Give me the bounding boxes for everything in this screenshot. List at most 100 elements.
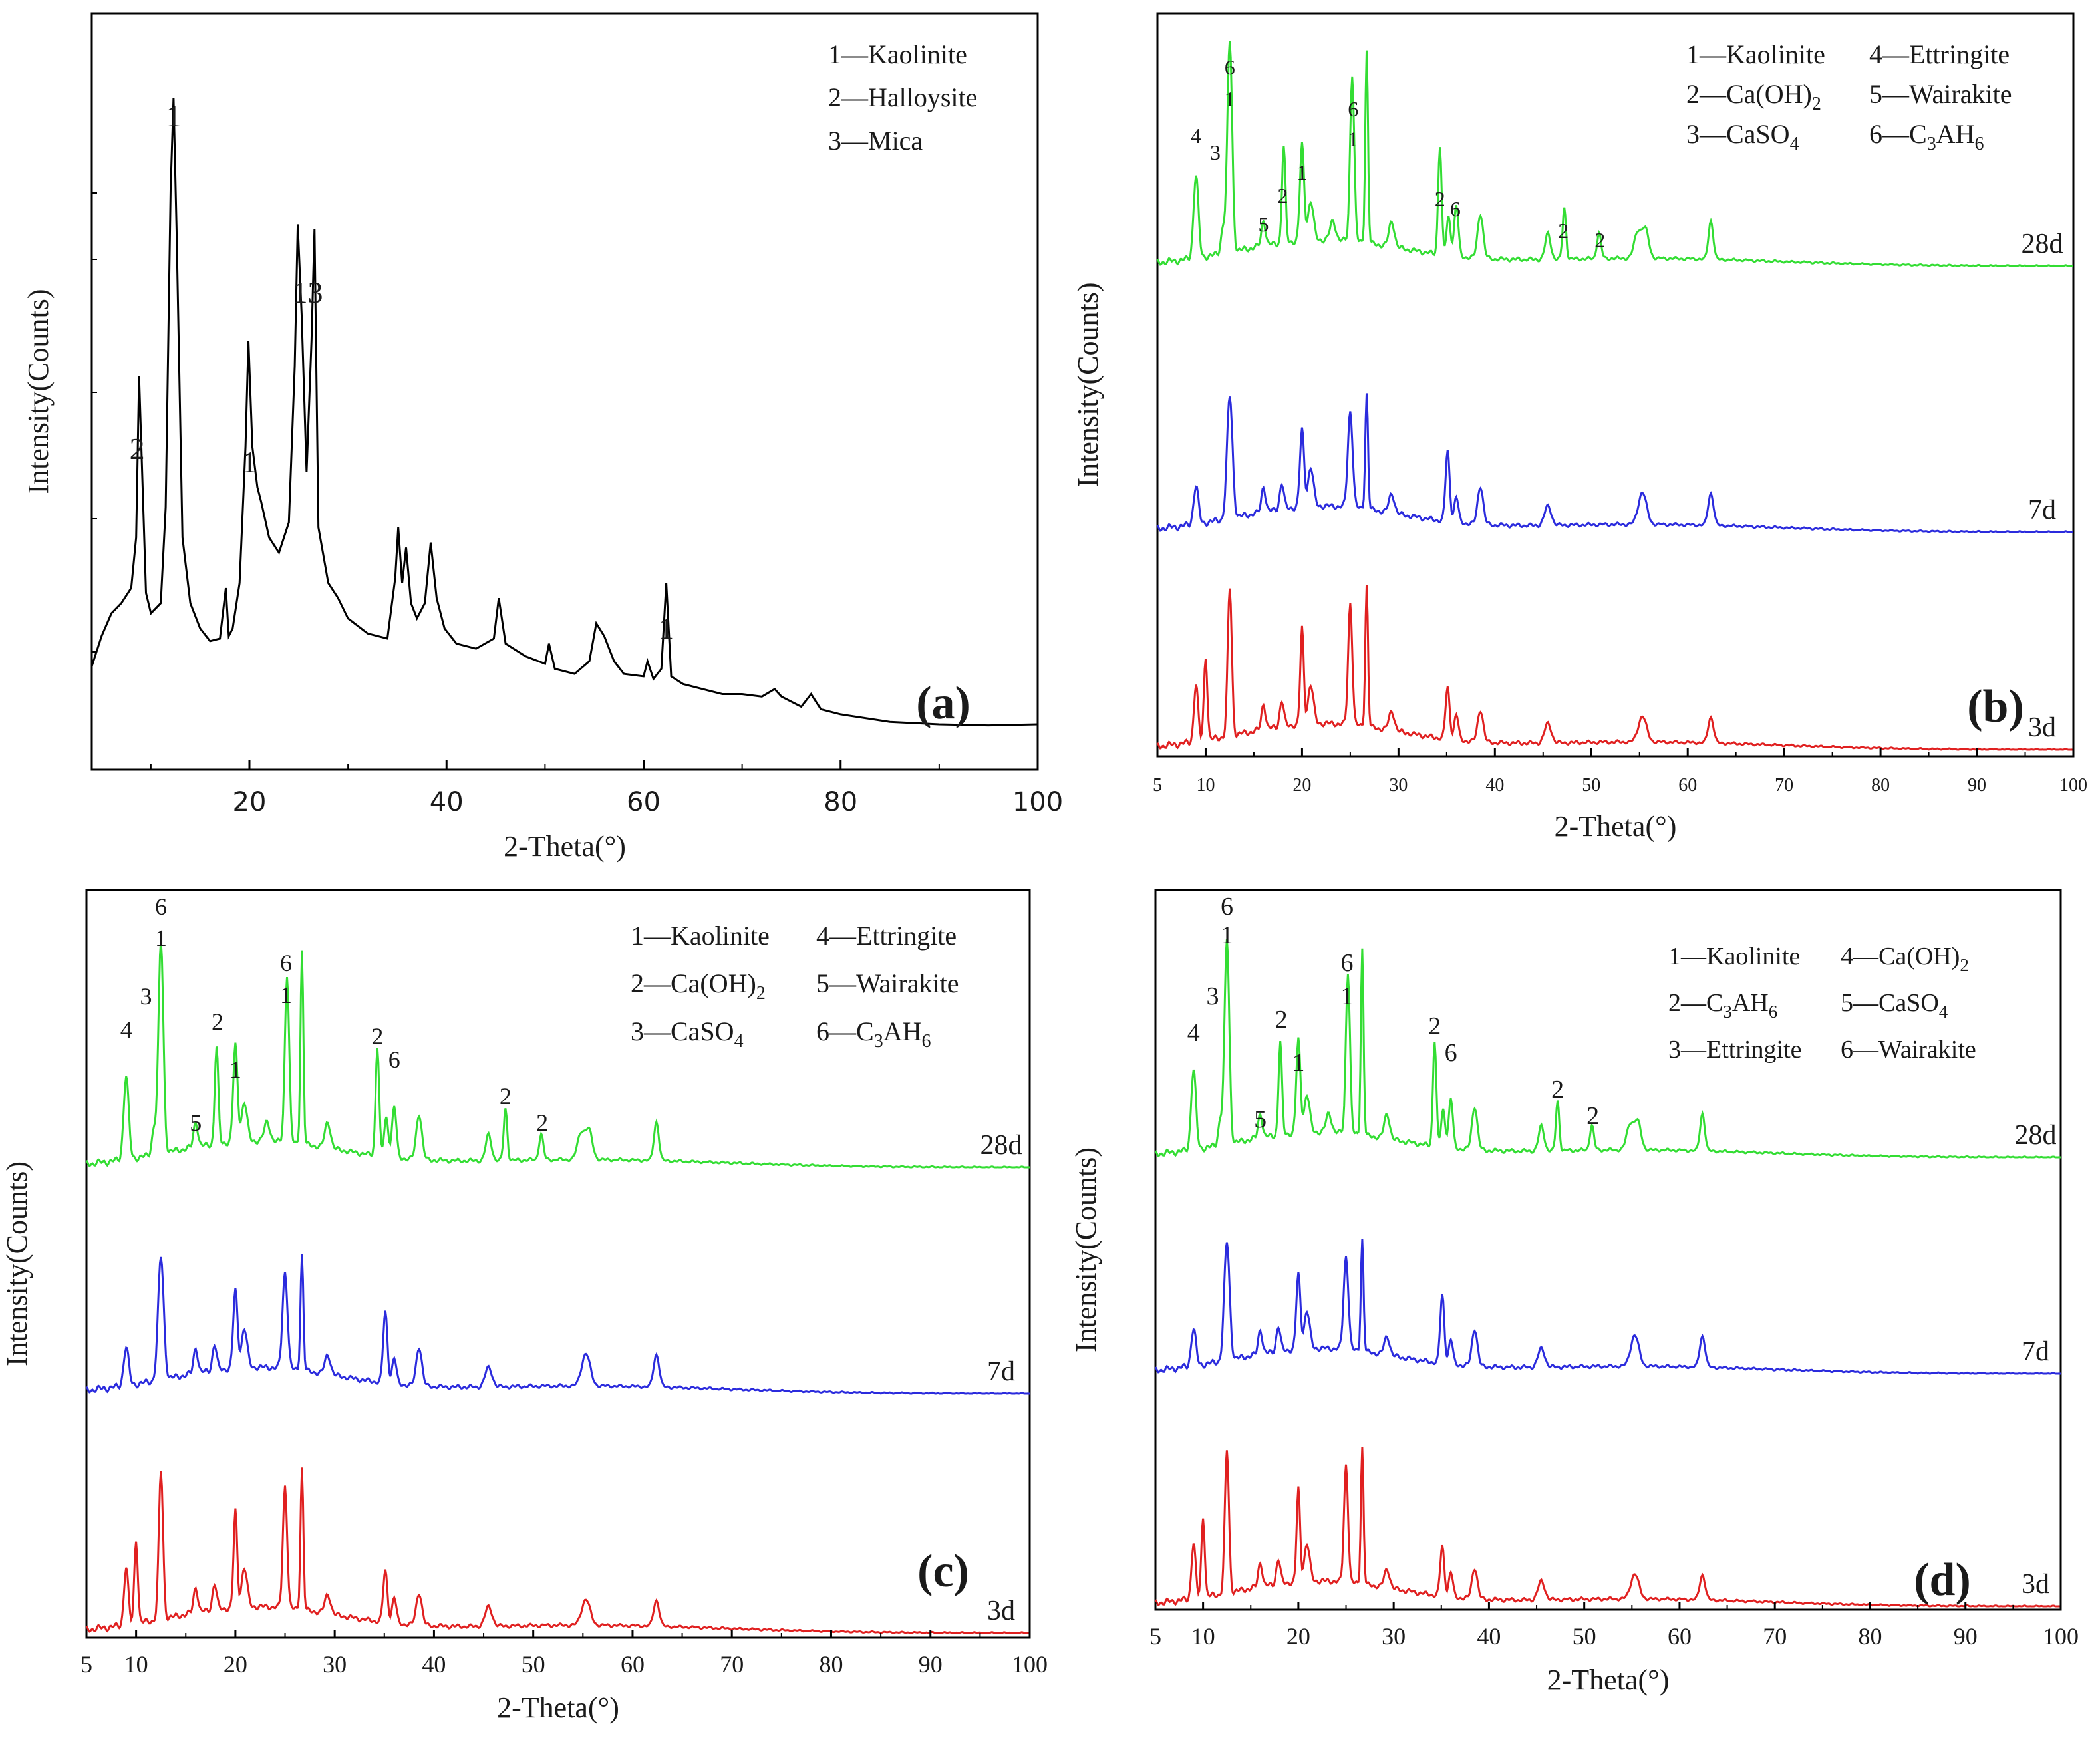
- x-tick-label-b: 80: [1871, 775, 1890, 796]
- x-tick-label-c: 20: [224, 1651, 247, 1678]
- peak-label-b: 6: [1348, 97, 1358, 121]
- x-tick-label-c: 30: [323, 1651, 347, 1678]
- peak-label-b: 6: [1450, 197, 1461, 221]
- peak-label-d: 2: [1586, 1102, 1599, 1130]
- x-tick-label-b: 100: [2059, 775, 2087, 796]
- peak-label-a: 1: [659, 611, 674, 645]
- series-label-28d: 28d: [2015, 1120, 2057, 1151]
- legend-item-a: 1—Kaolinite: [828, 39, 967, 69]
- legend-item-c: 4—Ettringite: [816, 921, 957, 951]
- series-line-28d: [1154, 939, 2061, 1159]
- legend-item-c: 5—Wairakite: [816, 968, 959, 998]
- series-line-7d: [1156, 393, 2073, 533]
- x-tick-label-c: 50: [522, 1651, 545, 1678]
- peak-label-c: 2: [212, 1008, 224, 1035]
- series-line-a: [90, 98, 1038, 727]
- x-tick-label-d: 40: [1477, 1623, 1501, 1650]
- x-tick-label-b: 70: [1775, 775, 1793, 796]
- series-line-3d: [1154, 1447, 2061, 1608]
- legend-item-b: 4—Ettringite: [1869, 39, 2010, 69]
- peak-label-b: 1: [1348, 127, 1358, 151]
- series-line-7d: [85, 1254, 1030, 1395]
- x-tick-label-d: 70: [1763, 1623, 1787, 1650]
- peak-label-d: 6: [1221, 893, 1233, 921]
- x-tick-label-c: 10: [124, 1651, 148, 1678]
- legend-item-b: 6—C3AH6: [1869, 119, 1984, 154]
- x-tick-label-c: 80: [819, 1651, 843, 1678]
- y-axis-label-b: Intensity(Counts): [1072, 283, 1104, 488]
- x-tick-label-b: 50: [1582, 775, 1600, 796]
- series-line-28d: [1156, 41, 2073, 267]
- x-tick-label-d: 100: [2043, 1623, 2079, 1650]
- x-tick-label-c: 60: [621, 1651, 645, 1678]
- x-tick-label-b: 90: [1968, 775, 1986, 796]
- series-label-7d: 7d: [2028, 495, 2056, 525]
- series-line-7d: [1154, 1239, 2061, 1375]
- x-tick-label-b: 10: [1196, 775, 1215, 796]
- panel-b: 28d 7d 3d 5 10 20 30 40 50 60 70 80 90 100 2-Theta(°) I…: [1072, 12, 2087, 843]
- x-tick-label-b: 30: [1389, 775, 1408, 796]
- x-tick-label-b: 5: [1153, 775, 1162, 796]
- series-label-3d: 3d: [2022, 1569, 2049, 1600]
- x-tick-label-d: 20: [1286, 1623, 1310, 1650]
- peak-label-d: 1: [1292, 1049, 1304, 1077]
- x-tick-label-d: 90: [1954, 1623, 1978, 1650]
- legend-item-d: 3—Ettringite: [1668, 1036, 1802, 1064]
- legend-item-d: 2—C3AH6: [1668, 989, 1777, 1022]
- x-tick-label-c: 100: [1012, 1651, 1048, 1678]
- x-axis-label-b: 2-Theta(°): [1555, 810, 1677, 843]
- x-tick-label-a: 20: [233, 787, 267, 817]
- peak-label-c: 5: [190, 1109, 202, 1136]
- x-tick-label-c: 40: [422, 1651, 446, 1678]
- peak-label-b: 2: [1277, 184, 1288, 208]
- peak-label-c: 2: [536, 1109, 548, 1136]
- x-tick-label-a: 40: [430, 787, 464, 817]
- legend-item-b: 1—Kaolinite: [1686, 39, 1825, 69]
- peak-label-c: 6: [388, 1046, 400, 1073]
- peak-label-d: 1: [1340, 982, 1353, 1010]
- legend-item-d: 4—Ca(OH)2: [1841, 943, 1969, 975]
- peak-label-b: 2: [1435, 187, 1445, 211]
- peak-label-b: 6: [1225, 55, 1235, 79]
- peak-label-a: 1: [242, 445, 257, 479]
- series-line-28d: [85, 940, 1030, 1169]
- panel-a: 20 40 60 80 100 2-Theta(°) Intensity(Counts) 2 1…: [22, 12, 1063, 863]
- series-label-7d: 7d: [2022, 1336, 2049, 1367]
- peak-label-b: 5: [1258, 212, 1269, 236]
- x-tick-label-b: 40: [1485, 775, 1504, 796]
- panel-c: 28d 7d 3d 5 10 20 30 40 50 60 70 80 90 100 2-Theta(°) I…: [1, 889, 1048, 1724]
- x-axis-label-a: 2-Theta(°): [504, 830, 626, 863]
- x-tick-label-d: 60: [1668, 1623, 1692, 1650]
- peak-label-d: 1: [1221, 921, 1233, 949]
- axes-frame-a: [90, 12, 1039, 771]
- y-axis-label-c: Intensity(Counts): [1, 1161, 33, 1366]
- x-tick-label-a: 80: [824, 787, 857, 817]
- peak-label-a: 1: [166, 99, 181, 133]
- peak-label-d: 2: [1428, 1012, 1441, 1040]
- peak-label-b: 2: [1594, 228, 1605, 252]
- x-tick-label-d: 50: [1573, 1623, 1596, 1650]
- series-label-28d: 28d: [980, 1130, 1022, 1161]
- x-tick-label-a: 100: [1012, 787, 1063, 817]
- legend-item-b: 2—Ca(OH)2: [1686, 79, 1821, 114]
- x-tick-label-b: 60: [1678, 775, 1697, 796]
- x-tick-label-d: 30: [1382, 1623, 1406, 1650]
- peak-label-c: 1: [229, 1056, 241, 1083]
- x-tick-label-c: 5: [80, 1651, 92, 1678]
- panel-label-a: (a): [916, 678, 971, 729]
- peak-label-a: 13: [293, 275, 323, 309]
- legend-item-a: 3—Mica: [828, 126, 923, 156]
- peak-label-b: 2: [1558, 219, 1569, 243]
- series-label-7d: 7d: [987, 1356, 1015, 1387]
- x-tick-label-b: 20: [1292, 775, 1311, 796]
- x-tick-label-c: 70: [720, 1651, 744, 1678]
- peak-label-c: 1: [280, 982, 292, 1008]
- series-line-3d: [85, 1467, 1030, 1634]
- peak-label-d: 3: [1206, 982, 1219, 1010]
- legend-item-b: 5—Wairakite: [1869, 79, 2012, 109]
- legend-item-c: 1—Kaolinite: [631, 921, 770, 951]
- panel-d: 28d 7d 3d 5 10 20 30 40 50 60 70 80 90 100 2-Theta(°) I…: [1070, 889, 2079, 1696]
- peak-label-a: 2: [130, 432, 145, 466]
- peak-label-c: 6: [280, 950, 292, 976]
